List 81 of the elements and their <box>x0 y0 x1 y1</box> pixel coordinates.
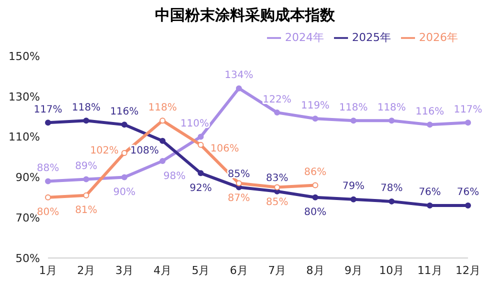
data-label: 81% <box>75 205 98 216</box>
point <box>45 120 51 126</box>
point <box>198 170 204 176</box>
x-tick-label: 6月 <box>230 264 248 277</box>
point <box>45 194 51 200</box>
point <box>83 176 90 182</box>
data-label: 89% <box>75 160 98 172</box>
data-label: 79% <box>342 181 365 192</box>
point <box>83 118 90 124</box>
point <box>121 174 128 180</box>
data-label: 98% <box>163 170 186 182</box>
data-label: 118% <box>148 102 177 114</box>
x-tick-label: 9月 <box>344 264 362 277</box>
data-label: 87% <box>228 192 250 204</box>
data-label: 110% <box>180 118 210 130</box>
legend-label: 2025年 <box>352 31 391 44</box>
point <box>160 138 166 144</box>
x-tick-label: 8月 <box>306 264 324 277</box>
point <box>121 122 128 128</box>
point <box>121 150 128 156</box>
point <box>45 178 51 184</box>
point <box>426 202 433 208</box>
point <box>160 158 166 164</box>
point <box>160 118 166 124</box>
point <box>426 122 433 128</box>
y-tick-label: 90% <box>16 171 40 184</box>
point <box>236 85 242 92</box>
data-label: 117% <box>34 104 62 116</box>
x-tick-label: 2月 <box>77 264 96 277</box>
y-tick-label: 130% <box>8 90 40 104</box>
data-label: 122% <box>262 94 292 106</box>
point <box>198 142 204 148</box>
legend-label: 2026年 <box>419 31 458 44</box>
point <box>274 184 280 190</box>
point <box>465 202 471 208</box>
data-label: 88% <box>36 162 60 174</box>
x-tick-label: 10月 <box>379 264 404 277</box>
point <box>350 118 356 124</box>
y-tick-label: 110% <box>8 130 40 144</box>
point <box>236 180 242 186</box>
point <box>198 134 204 140</box>
data-label: 118% <box>377 102 406 114</box>
point <box>312 182 318 188</box>
point <box>274 110 280 116</box>
x-tick-label: 11月 <box>417 264 442 277</box>
data-label: 83% <box>266 173 288 184</box>
x-tick-label: 4月 <box>154 264 172 277</box>
data-label: 118% <box>339 102 368 114</box>
data-label: 108% <box>130 146 159 157</box>
data-label: 86% <box>304 167 326 178</box>
point <box>388 118 395 124</box>
data-label: 76% <box>456 187 480 198</box>
point <box>465 120 471 126</box>
data-label: 76% <box>418 187 441 198</box>
data-label: 78% <box>380 183 403 194</box>
data-label: 90% <box>113 186 136 198</box>
legend-label: 2024年 <box>285 31 324 44</box>
data-label: 116% <box>110 106 139 118</box>
data-label: 85% <box>266 197 288 208</box>
data-label: 102% <box>90 146 119 157</box>
point <box>83 192 90 198</box>
x-tick-label: 12月 <box>456 264 480 277</box>
data-label: 116% <box>416 106 444 118</box>
x-tick-label: 7月 <box>268 264 286 277</box>
point <box>350 196 356 202</box>
point <box>312 116 318 122</box>
point <box>388 198 395 204</box>
data-label: 106% <box>210 144 240 155</box>
x-tick-label: 5月 <box>192 264 210 277</box>
point <box>312 194 318 200</box>
data-label: 134% <box>224 70 254 82</box>
data-label: 80% <box>304 207 326 218</box>
data-label: 119% <box>300 100 330 112</box>
data-label: 117% <box>454 104 482 116</box>
x-tick-label: 3月 <box>115 264 134 277</box>
x-tick-label: 1月 <box>39 264 57 277</box>
y-tick-label: 150% <box>8 50 40 63</box>
data-label: 92% <box>190 182 212 194</box>
y-tick-label: 50% <box>16 252 40 265</box>
data-label: 118% <box>72 102 100 114</box>
chart-title: 中国粉末涂料采购成本指数 <box>154 6 336 26</box>
